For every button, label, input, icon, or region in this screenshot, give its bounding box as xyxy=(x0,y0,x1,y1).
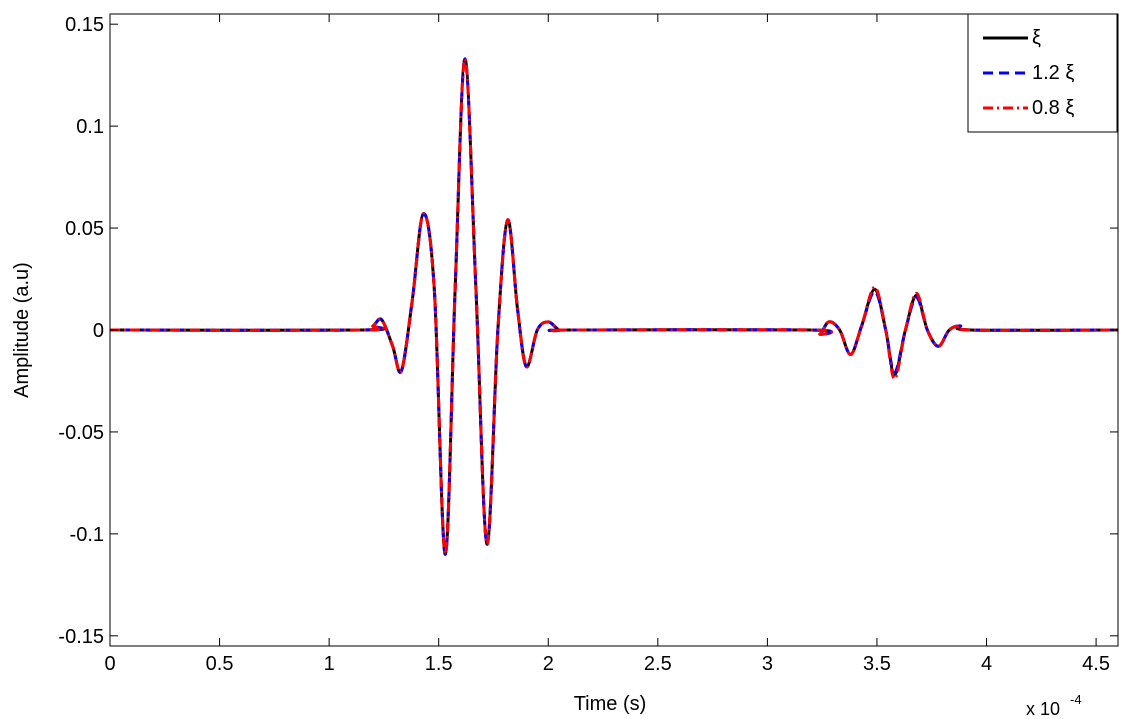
x-tick-label: 3 xyxy=(762,653,773,675)
x-multiplier-exponent: -4 xyxy=(1070,692,1082,707)
x-tick-label: 4 xyxy=(981,653,992,675)
x-tick-label: 4.5 xyxy=(1082,653,1110,675)
x-axis-ticks: 0 0.5 1 1.5 2 2.5 3 3.5 4 4.5 xyxy=(104,14,1110,675)
x-tick-label: 0.5 xyxy=(206,653,234,675)
legend-label-0: ξ xyxy=(1032,27,1041,49)
series-layer xyxy=(109,57,1119,556)
y-tick-label: 0 xyxy=(93,320,104,342)
legend-label-2: 0.8 ξ xyxy=(1032,97,1074,119)
y-tick-label: 0.1 xyxy=(76,116,104,138)
series-line-2 xyxy=(109,57,1119,556)
x-tick-label: 2 xyxy=(543,653,554,675)
y-tick-label: 0.15 xyxy=(65,14,104,36)
y-tick-label: -0.05 xyxy=(58,422,104,444)
x-tick-label: 2.5 xyxy=(644,653,672,675)
legend: ξ 1.2 ξ 0.8 ξ xyxy=(967,13,1118,133)
y-axis-label: Amplitude (a.u) xyxy=(11,262,33,398)
y-axis-ticks: -0.15 -0.1 -0.05 0 0.05 0.1 0.15 xyxy=(58,14,1118,648)
legend-label-1: 1.2 ξ xyxy=(1032,62,1074,84)
x-multiplier: x 10 xyxy=(1026,699,1060,719)
x-tick-label: 0 xyxy=(104,653,115,675)
y-tick-label: -0.1 xyxy=(70,524,104,546)
x-tick-label: 1 xyxy=(324,653,335,675)
x-axis-label: Time (s) xyxy=(574,693,647,715)
y-tick-label: 0.05 xyxy=(65,218,104,240)
y-tick-label: -0.15 xyxy=(58,626,104,648)
x-tick-label: 1.5 xyxy=(425,653,453,675)
x-tick-label: 3.5 xyxy=(863,653,891,675)
